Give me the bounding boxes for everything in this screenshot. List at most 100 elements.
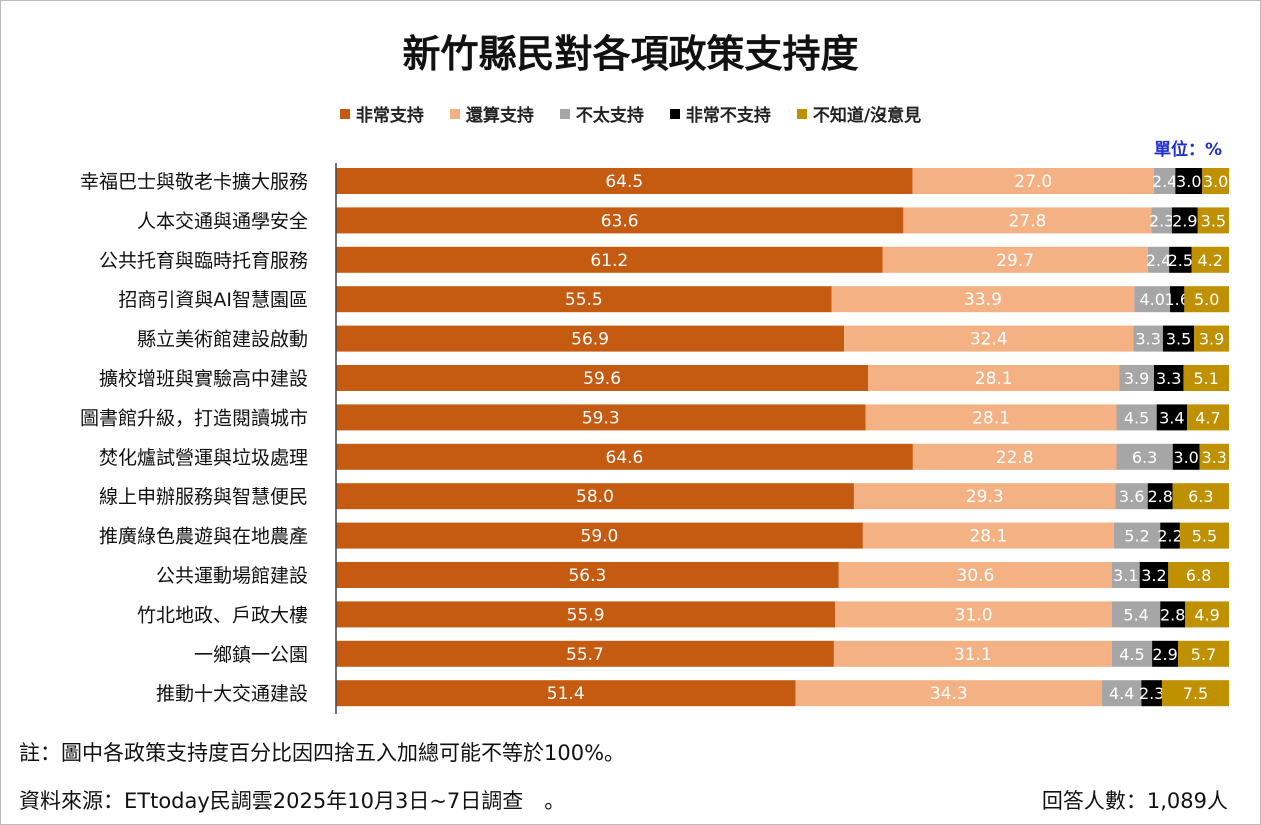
- data-label: 3.3: [1202, 448, 1227, 467]
- source-text: 資料來源：ETtoday民調雲2025年10月3日~7日調查 。: [19, 789, 566, 813]
- data-label: 2.9: [1152, 645, 1177, 664]
- bar-segment: [1161, 680, 1229, 707]
- category-label: 推廣綠色農遊與在地農產: [99, 526, 308, 548]
- bar-segment: [831, 286, 1135, 313]
- data-label: 27.0: [1014, 172, 1052, 192]
- data-label: 64.6: [606, 448, 644, 468]
- legend-swatch: [669, 108, 680, 119]
- data-label: 30.6: [956, 566, 994, 586]
- bar-segment: [912, 168, 1154, 194]
- data-label: 3.9: [1124, 369, 1149, 388]
- bar-segment: [1172, 483, 1229, 510]
- bar-segment: [1171, 207, 1198, 234]
- bar-segment: [795, 680, 1103, 707]
- data-label: 2.9: [1172, 211, 1197, 230]
- bar-segment: [1185, 601, 1229, 628]
- data-label: 55.9: [567, 605, 605, 625]
- bar-segment: [1160, 601, 1186, 628]
- data-label: 27.8: [1008, 211, 1046, 231]
- data-label: 3.5: [1201, 211, 1226, 230]
- bar-segment: [336, 207, 904, 234]
- category-label: 線上申辦服務與智慧便民: [99, 486, 308, 508]
- data-label: 5.4: [1123, 605, 1148, 624]
- data-label: 4.5: [1124, 408, 1149, 427]
- bar-segment: [1202, 168, 1229, 194]
- bar-segment: [1178, 640, 1229, 667]
- respondents-count: 回答人數：1,089人: [1041, 789, 1228, 813]
- data-label: 28.1: [972, 408, 1010, 428]
- bar-segment: [1133, 325, 1163, 352]
- bar-segment: [1162, 325, 1195, 352]
- bar-segment: [1119, 365, 1154, 391]
- data-label: 3.9: [1199, 330, 1224, 349]
- legend-item: 不知道/沒意見: [796, 101, 921, 126]
- legend-item: 不太支持: [559, 101, 644, 126]
- data-label: 32.4: [970, 330, 1008, 350]
- data-label: 59.6: [583, 369, 621, 389]
- data-label: 3.3: [1135, 330, 1160, 349]
- data-label: 7.5: [1183, 684, 1208, 703]
- bar-segment: [336, 680, 796, 707]
- legend-item: 還算支持: [449, 101, 534, 126]
- category-label: 推動十大交通建設: [156, 683, 308, 705]
- category-label: 公共運動場館建設: [156, 565, 308, 587]
- bar-segment: [336, 522, 863, 549]
- bar-segment: [336, 168, 913, 194]
- bar-segment: [1179, 522, 1229, 549]
- data-label: 2.3: [1149, 211, 1174, 230]
- data-label: 2.5: [1168, 251, 1193, 270]
- bar-segment: [1141, 680, 1162, 707]
- bar-segment: [1112, 562, 1140, 588]
- bar-segment: [1197, 207, 1229, 234]
- data-label: 59.3: [582, 408, 620, 428]
- bar-segment: [1183, 365, 1229, 391]
- bar-segment: [1147, 483, 1173, 510]
- bar-segment: [1111, 640, 1153, 667]
- data-label: 3.2: [1141, 566, 1166, 585]
- bar-segment: [835, 601, 1113, 628]
- bar-segment: [862, 522, 1114, 549]
- category-label: 擴校增班與實驗高中建設: [99, 368, 308, 390]
- category-label: 圖書館升級，打造閱讀城市: [80, 407, 308, 429]
- category-label: 招商引資與AI智慧園區: [118, 289, 308, 311]
- bar-segment: [336, 562, 839, 588]
- legend-item: 非常支持: [339, 101, 424, 126]
- bar-segment: [1151, 207, 1172, 234]
- bar-segment: [1116, 443, 1173, 470]
- bar-segment: [1134, 286, 1171, 313]
- bar-segment: [336, 286, 832, 313]
- data-label: 22.8: [996, 448, 1034, 468]
- bar-segment: [838, 562, 1113, 588]
- data-label: 2.2: [1157, 527, 1182, 546]
- category-label: 一鄉鎮一公園: [194, 644, 308, 666]
- data-label: 4.4: [1109, 684, 1134, 703]
- data-label: 3.4: [1159, 408, 1184, 427]
- bar-segment: [1139, 562, 1169, 588]
- bar-segment: [833, 640, 1112, 667]
- data-label: 28.1: [969, 527, 1007, 547]
- bar-segment: [1184, 286, 1229, 313]
- data-label: 5.1: [1194, 369, 1219, 388]
- legend-swatch: [449, 108, 460, 119]
- bar-segment: [1170, 286, 1185, 313]
- category-label: 縣立美術館建設啟動: [137, 329, 308, 351]
- data-label: 3.0: [1203, 172, 1228, 191]
- data-label: 1.6: [1164, 290, 1189, 309]
- bar-segment: [1112, 601, 1161, 628]
- data-label: 3.6: [1119, 487, 1144, 506]
- data-label: 3.1: [1113, 566, 1138, 585]
- legend-item: 非常不支持: [669, 101, 771, 126]
- data-label: 5.2: [1124, 527, 1149, 546]
- legend-label: 還算支持: [465, 106, 534, 126]
- bar-segment: [1113, 522, 1161, 549]
- data-label: 64.5: [605, 172, 643, 192]
- bar-segment: [1153, 168, 1176, 194]
- bar-segment: [1160, 522, 1180, 549]
- data-label: 2.8: [1160, 605, 1185, 624]
- category-label: 焚化爐試營運與垃圾處理: [99, 447, 308, 469]
- data-label: 31.1: [954, 645, 992, 665]
- bar-segment: [336, 601, 836, 628]
- bar-segment: [1156, 404, 1188, 431]
- bar-segment: [1199, 443, 1229, 470]
